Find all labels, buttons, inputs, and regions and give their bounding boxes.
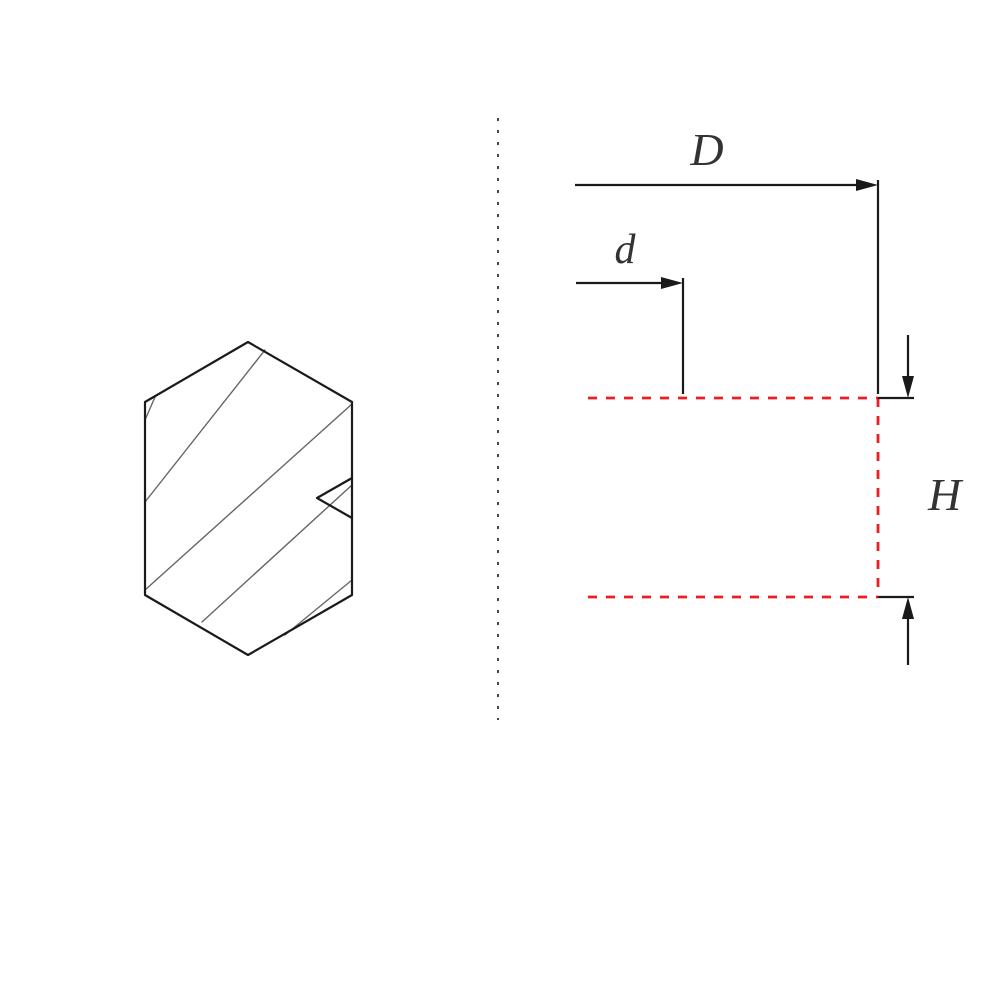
technical-diagram: Dd H — [0, 0, 1000, 1000]
dim-H-label: H — [927, 469, 964, 520]
dim-D-label: D — [689, 124, 723, 175]
dim-d-label: d — [615, 227, 637, 273]
cross-section — [145, 342, 352, 655]
